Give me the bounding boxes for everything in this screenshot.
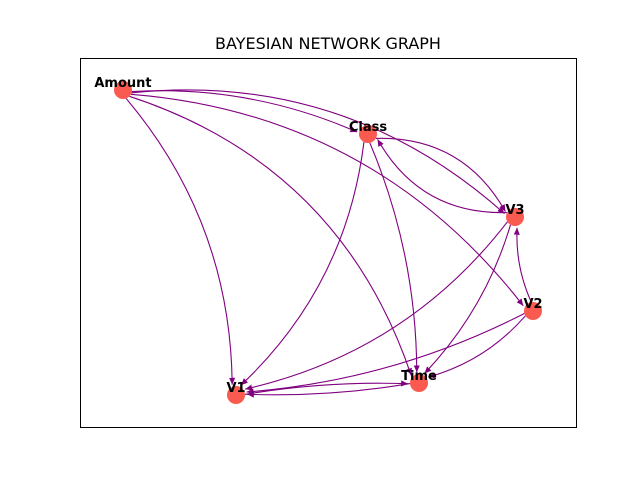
edge-v2-to-time	[428, 315, 526, 379]
edge-amount-to-time	[129, 95, 412, 376]
edge-v3-to-time	[424, 224, 512, 374]
edge-layer	[125, 89, 532, 398]
label-layer: Amount Class V3 V2 V1 Time	[94, 76, 542, 396]
edge-v3-to-class	[377, 139, 508, 214]
plot-frame	[80, 58, 577, 428]
node-class	[359, 125, 377, 143]
node-v2	[524, 302, 542, 320]
node-label-v3: V3	[505, 203, 524, 218]
node-time	[410, 374, 428, 392]
node-label-v1: V1	[226, 381, 245, 396]
diagram-title: BAYESIAN NETWORK GRAPH	[215, 34, 441, 53]
node-v1	[227, 386, 245, 404]
node-label-class: Class	[349, 120, 388, 135]
edge-time-to-v1	[246, 383, 411, 398]
edge-class-to-v1	[240, 141, 365, 386]
edge-class-to-v3	[375, 137, 506, 212]
node-v3	[506, 208, 524, 226]
edge-amount-to-v1	[125, 98, 236, 385]
edge-v3-to-v1	[245, 221, 508, 391]
edge-amount-to-v2	[130, 93, 524, 307]
edge-v2-to-v3	[513, 227, 532, 303]
edge-amount-to-v3	[131, 89, 505, 215]
node-label-v2: V2	[523, 297, 542, 312]
node-label-time: Time	[401, 369, 437, 384]
edge-v1-to-time	[244, 380, 409, 395]
edge-v2-to-v1	[246, 312, 525, 395]
node-layer	[114, 81, 542, 404]
node-amount	[114, 81, 132, 99]
edge-class-to-time	[369, 142, 420, 373]
node-label-amount: Amount	[94, 76, 151, 91]
edge-amount-to-class	[131, 90, 358, 133]
